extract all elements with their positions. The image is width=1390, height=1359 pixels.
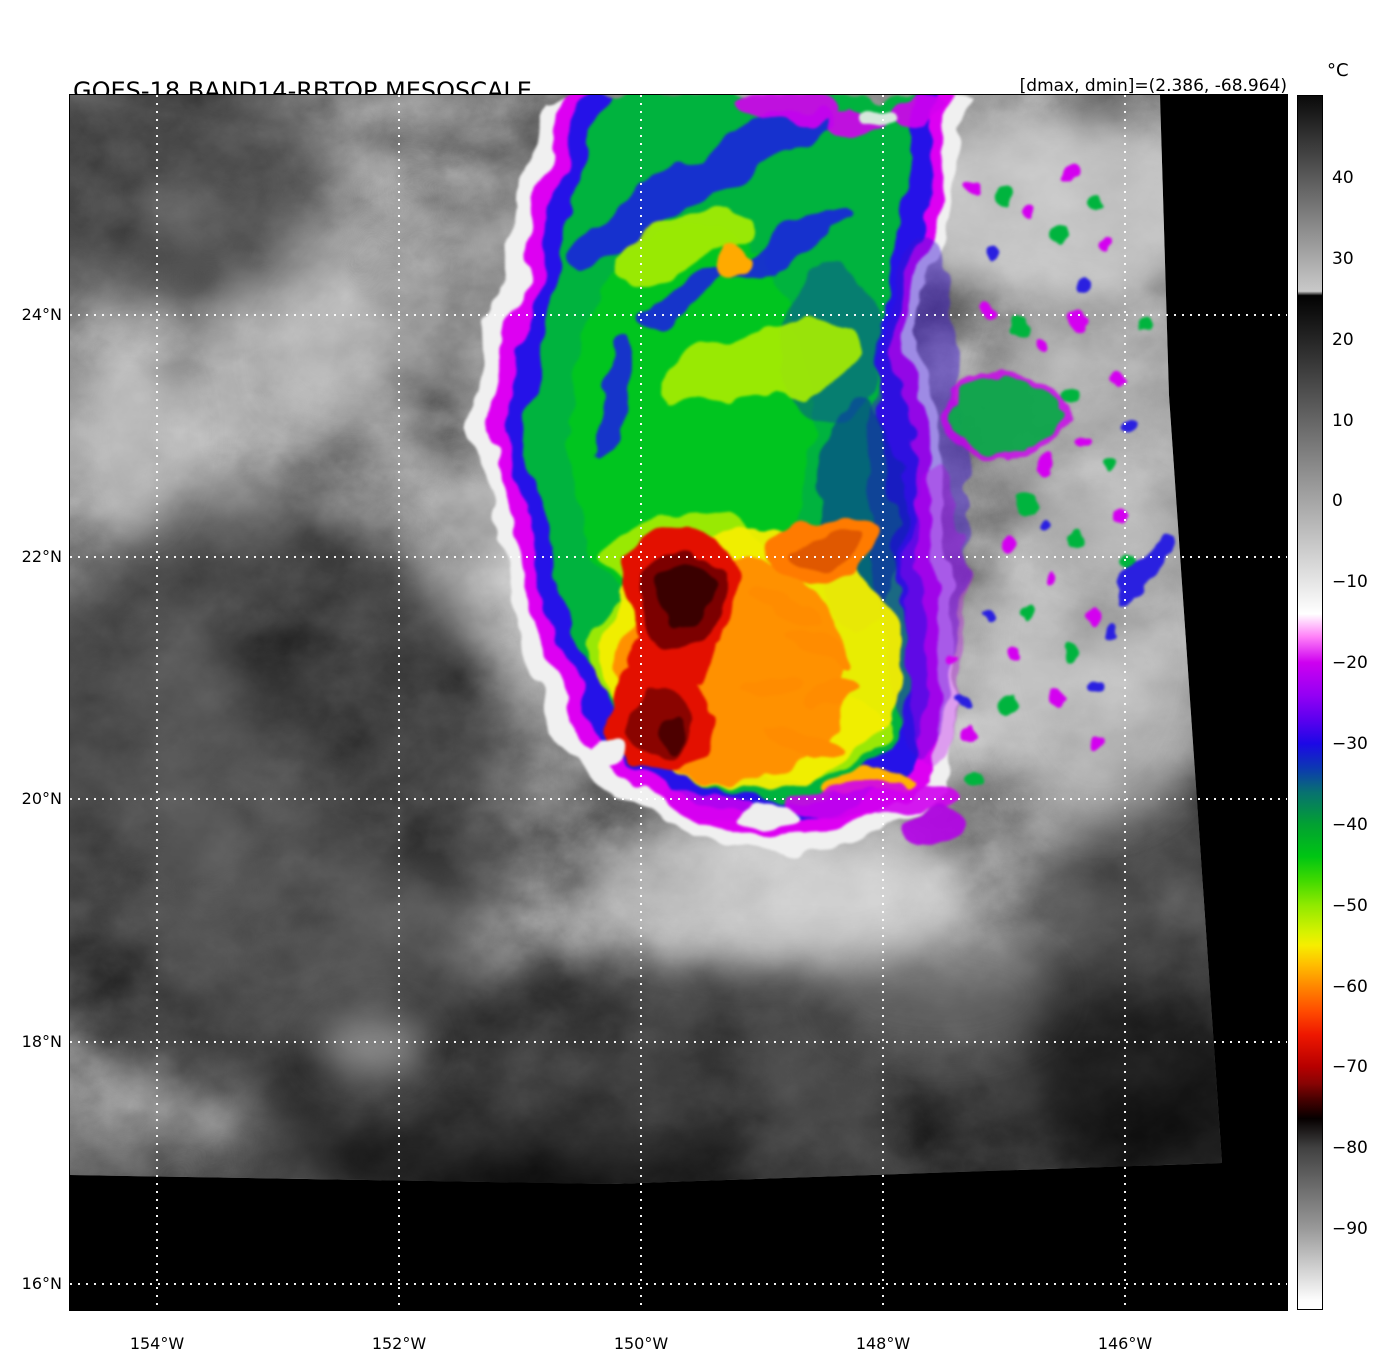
- data-range-readout: [dmax, dmin]=(2.386, -68.964): [1019, 76, 1287, 96]
- colorbar-tick-label: 30: [1332, 248, 1354, 269]
- satellite-image: [70, 95, 1287, 1310]
- colorbar-unit-label: °C: [1327, 60, 1349, 81]
- lon-tick-label: 146°W: [1097, 1334, 1153, 1353]
- storm-small-orange-spot: [721, 247, 749, 283]
- colorbar-tick-label: −30: [1332, 734, 1368, 755]
- lon-tick-label: 154°W: [129, 1334, 185, 1353]
- storm-speckles: [943, 167, 1170, 783]
- lat-tick-label: 22°N: [21, 547, 62, 566]
- colorbar-tick-label: −10: [1332, 572, 1368, 593]
- lon-tick-label: 148°W: [855, 1334, 911, 1353]
- latlon-gridlines: [70, 95, 1287, 1310]
- storm-orange-streaks: [746, 591, 916, 794]
- storm-blue-streaks: [566, 109, 850, 460]
- colorbar-tick-label: 0: [1332, 491, 1343, 512]
- colorbar-tick-label: −20: [1332, 653, 1368, 674]
- colorbar-tick-label: −70: [1332, 1057, 1368, 1078]
- lon-tick-label: 150°W: [613, 1334, 669, 1353]
- lat-tick-label: 24°N: [21, 305, 62, 324]
- colorbar-tick-label: −90: [1332, 1219, 1368, 1240]
- colorbar-tick-label: 20: [1332, 329, 1354, 350]
- lat-tick-label: 18°N: [21, 1032, 62, 1051]
- lat-tick-label: 16°N: [21, 1274, 62, 1293]
- colorbar-tick-label: 10: [1332, 410, 1354, 431]
- lat-tick-label: 20°N: [21, 789, 62, 808]
- colorbar-tick-label: −40: [1332, 814, 1368, 835]
- colorbar-tick-label: −60: [1332, 976, 1368, 997]
- data-swath: [70, 95, 1222, 1184]
- colorbar-tick-label: −80: [1332, 1138, 1368, 1159]
- colorbar-tick-label: −50: [1332, 895, 1368, 916]
- lon-tick-label: 152°W: [371, 1334, 427, 1353]
- temperature-colorbar: [1297, 95, 1323, 1310]
- page-title: GOES-18 BAND14-RBTOP MESOSCALE: [73, 77, 532, 105]
- storm-bottom-fringe: [591, 738, 968, 850]
- storm-top-fringe: [734, 95, 950, 134]
- colorbar-tick-label: 40: [1332, 168, 1354, 188]
- satellite-map: Copyright © 2020-2025 Dapiya: [69, 94, 1288, 1311]
